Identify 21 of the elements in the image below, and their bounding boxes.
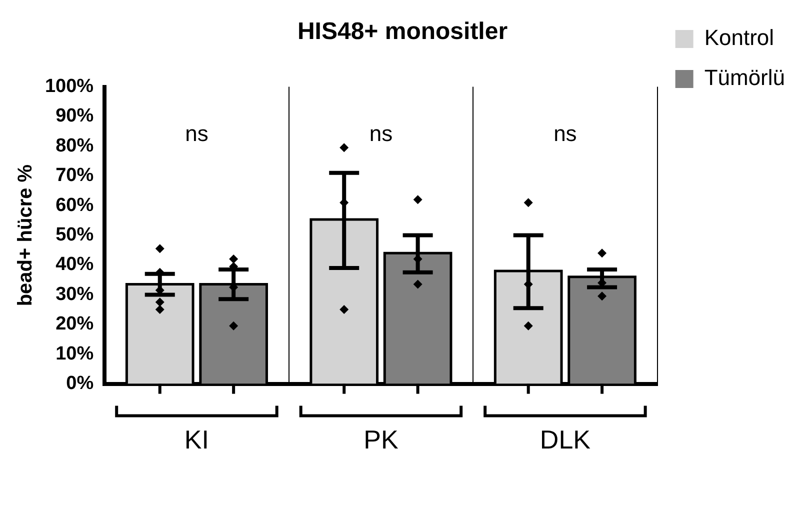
y-tick-label: 0% [66,373,94,394]
y-tick-label: 90% [56,106,94,127]
annotation: ns [369,120,393,146]
x-tick-label: KI [184,424,210,455]
legend-label: Tümörlü [704,65,786,90]
annotation: ns [185,120,208,146]
x-tick-label: DLK [540,424,592,455]
y-tick-label: 80% [56,135,94,156]
annotation: ns [554,120,577,146]
legend-label: Kontrol [704,25,774,50]
y-tick-label: 20% [56,314,94,335]
y-tick-label: 60% [56,194,94,216]
y-tick-label: 70% [56,165,94,186]
chart-title: HIS48+ monositler [297,18,508,46]
y-tick-label: 40% [56,254,94,276]
y-tick-label: 100% [44,76,94,98]
y-tick-label: 10% [56,343,94,364]
y-axis-title: bead+ hücre % [14,164,37,306]
y-tick-label: 50% [56,224,94,246]
y-tick-label: 30% [56,284,94,305]
x-tick-label: PK [364,424,399,455]
